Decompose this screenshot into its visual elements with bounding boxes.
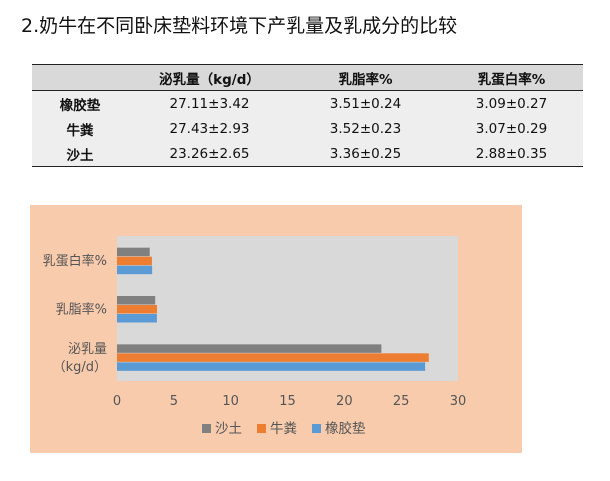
bar-沙土	[117, 247, 150, 257]
x-tick-label: 0	[113, 394, 121, 409]
category-label: 乳蛋白率%	[43, 253, 107, 269]
bar-沙土	[117, 344, 382, 353]
page-heading: 2.奶牛在不同卧床垫料环境下产乳量及乳成分的比较	[21, 15, 458, 37]
legend-label: 橡胶垫	[325, 420, 366, 437]
category-label: 泌乳量	[68, 342, 107, 357]
x-tick-label: 10	[222, 394, 239, 409]
chart-area: 乳蛋白率% 乳脂率% 泌乳量 （kg/d） 0 5 10 15 20 25 30 沙土 牛粪 橡胶垫	[30, 205, 522, 453]
category-label: （kg/d）	[53, 360, 107, 375]
category-label: 乳脂率%	[56, 302, 107, 318]
table-row: 橡胶垫 27.11±3.42 3.51±0.24 3.09±0.27	[32, 90, 583, 116]
bar-牛粪	[117, 305, 158, 314]
table-cell: 2.88±0.35	[440, 141, 583, 167]
table-header-cell: 乳蛋白率%	[440, 64, 583, 91]
table-header-cell: 乳脂率%	[291, 64, 440, 91]
x-tick-label: 20	[336, 394, 353, 409]
table-row-label: 橡胶垫	[59, 97, 101, 114]
x-tick-label: 30	[450, 394, 467, 409]
x-tick-label: 15	[279, 394, 296, 409]
bar-chart: 乳蛋白率% 乳脂率% 泌乳量 （kg/d） 0 5 10 15 20 25 30 沙土 牛粪 橡胶垫	[43, 236, 467, 437]
bar-沙土	[117, 296, 156, 305]
table-row-label: 牛粪	[66, 122, 94, 139]
comparison-table: 泌乳量（kg/d） 乳脂率% 乳蛋白率% 橡胶垫 27.11±3.42 3.51…	[32, 64, 583, 167]
table-cell: 27.11±3.42	[169, 95, 250, 112]
legend-label: 牛粪	[270, 421, 297, 437]
legend-label: 沙土	[215, 421, 242, 437]
table-cell: 27.43±2.93	[169, 120, 250, 137]
x-tick-label: 25	[393, 394, 410, 409]
legend-swatch	[202, 424, 211, 433]
table-header-cell	[32, 64, 128, 91]
bar-橡胶垫	[117, 265, 153, 275]
legend-swatch	[312, 424, 321, 433]
x-tick-label: 5	[170, 394, 178, 409]
legend-swatch	[257, 424, 266, 433]
table-cell: 23.26±2.65	[128, 141, 291, 167]
table-cell: 3.52±0.23	[329, 120, 402, 137]
bar-牛粪	[117, 353, 429, 362]
table-cell: 3.07±0.29	[475, 120, 548, 137]
table-row: 牛粪 27.43±2.93 3.52±0.23 3.07±0.29	[32, 116, 583, 141]
table-header-row: 泌乳量（kg/d） 乳脂率% 乳蛋白率%	[32, 64, 583, 91]
table-cell: 3.36±0.25	[291, 141, 440, 167]
table-header-cell: 泌乳量（kg/d）	[128, 64, 291, 91]
table-row-label: 沙土	[32, 141, 128, 167]
table-cell: 3.09±0.27	[475, 95, 548, 112]
bar-牛粪	[117, 256, 152, 266]
bar-橡胶垫	[117, 362, 426, 371]
table-cell: 3.51±0.24	[329, 95, 402, 112]
table-row: 沙土 23.26±2.65 3.36±0.25 2.88±0.35	[32, 141, 583, 167]
bar-橡胶垫	[117, 314, 157, 323]
